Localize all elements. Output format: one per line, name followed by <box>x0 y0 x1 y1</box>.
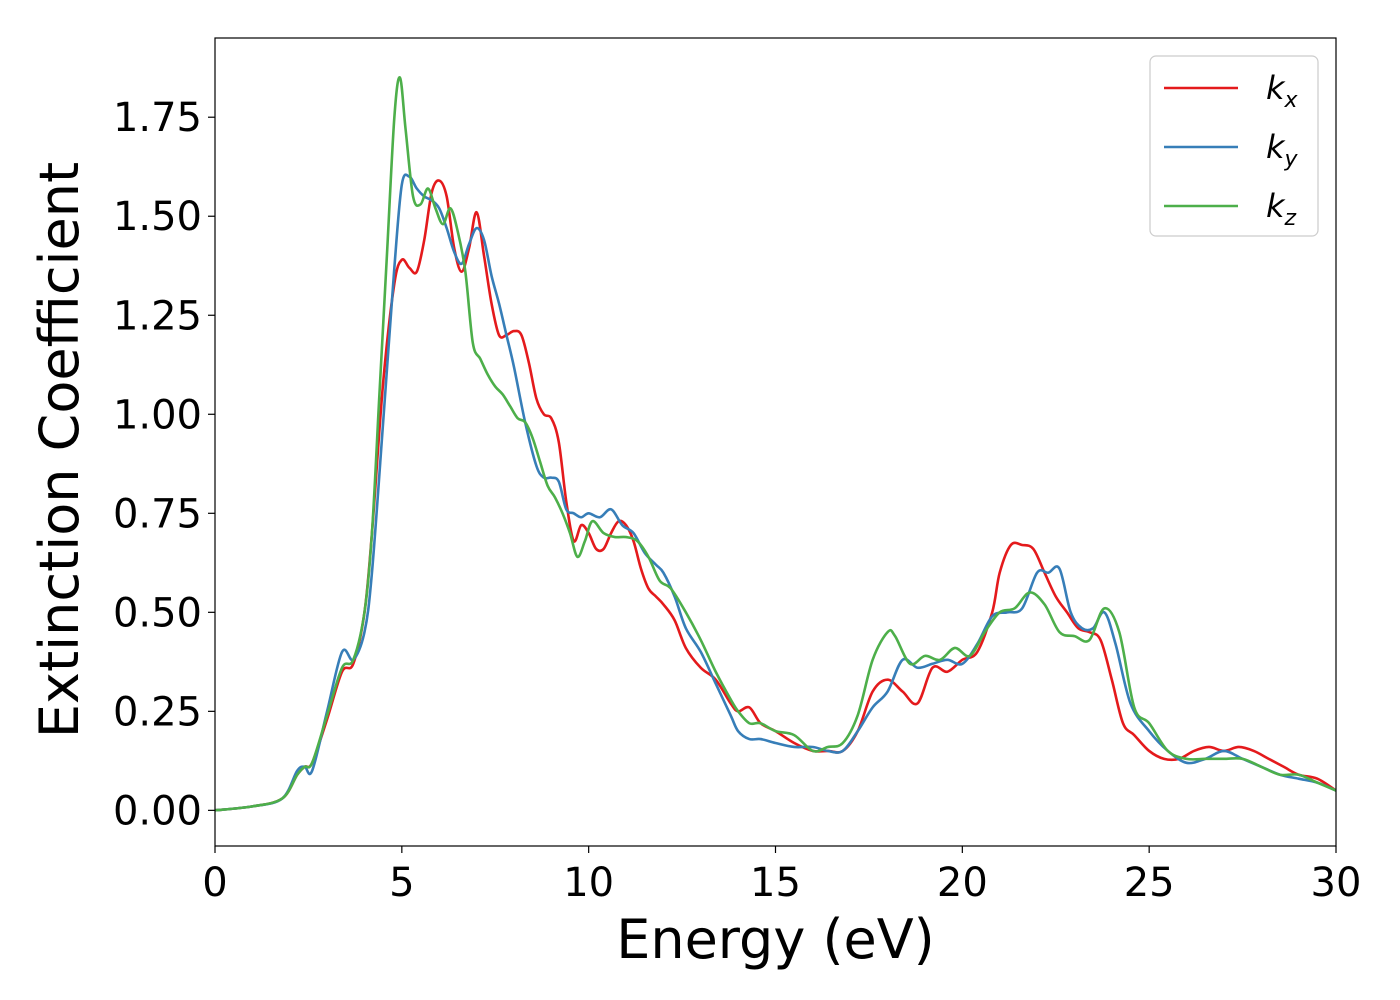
series-line-ky <box>215 173 1336 812</box>
y-tick-label: 1.75 <box>113 95 202 141</box>
legend-label-kx: kx <box>1266 69 1299 113</box>
legend-label-kz: kz <box>1266 187 1297 231</box>
x-tick-label: 20 <box>937 860 988 906</box>
y-tick-label: 0.75 <box>113 491 202 537</box>
x-tick-label: 5 <box>389 860 414 906</box>
y-tick-label: 1.25 <box>113 293 202 339</box>
x-tick-label: 10 <box>563 860 614 906</box>
x-tick-label: 30 <box>1311 860 1362 906</box>
series-line-kx <box>215 179 1336 812</box>
y-tick-label: 1.00 <box>113 392 202 438</box>
y-tick-label: 1.50 <box>113 194 202 240</box>
y-tick-label: 0.25 <box>113 689 202 735</box>
y-tick-label: 0.00 <box>113 788 202 834</box>
x-axis-label: Energy (eV) <box>616 908 935 971</box>
y-axis-label: Extinction Coefficient <box>28 162 91 738</box>
series-line-kz <box>215 76 1336 812</box>
x-tick-label: 25 <box>1124 860 1175 906</box>
series-layer <box>215 76 1336 812</box>
y-tick-label: 0.50 <box>113 590 202 636</box>
x-tick-label: 0 <box>202 860 227 906</box>
legend-label-ky: ky <box>1266 128 1299 172</box>
x-tick-label: 15 <box>750 860 801 906</box>
legend: kx ky kz <box>1149 55 1319 237</box>
ticks-layer: 0 5 10 15 20 25 30 0.00 0.25 0.50 0.75 1.00 1.25 1.50… <box>113 95 1362 906</box>
